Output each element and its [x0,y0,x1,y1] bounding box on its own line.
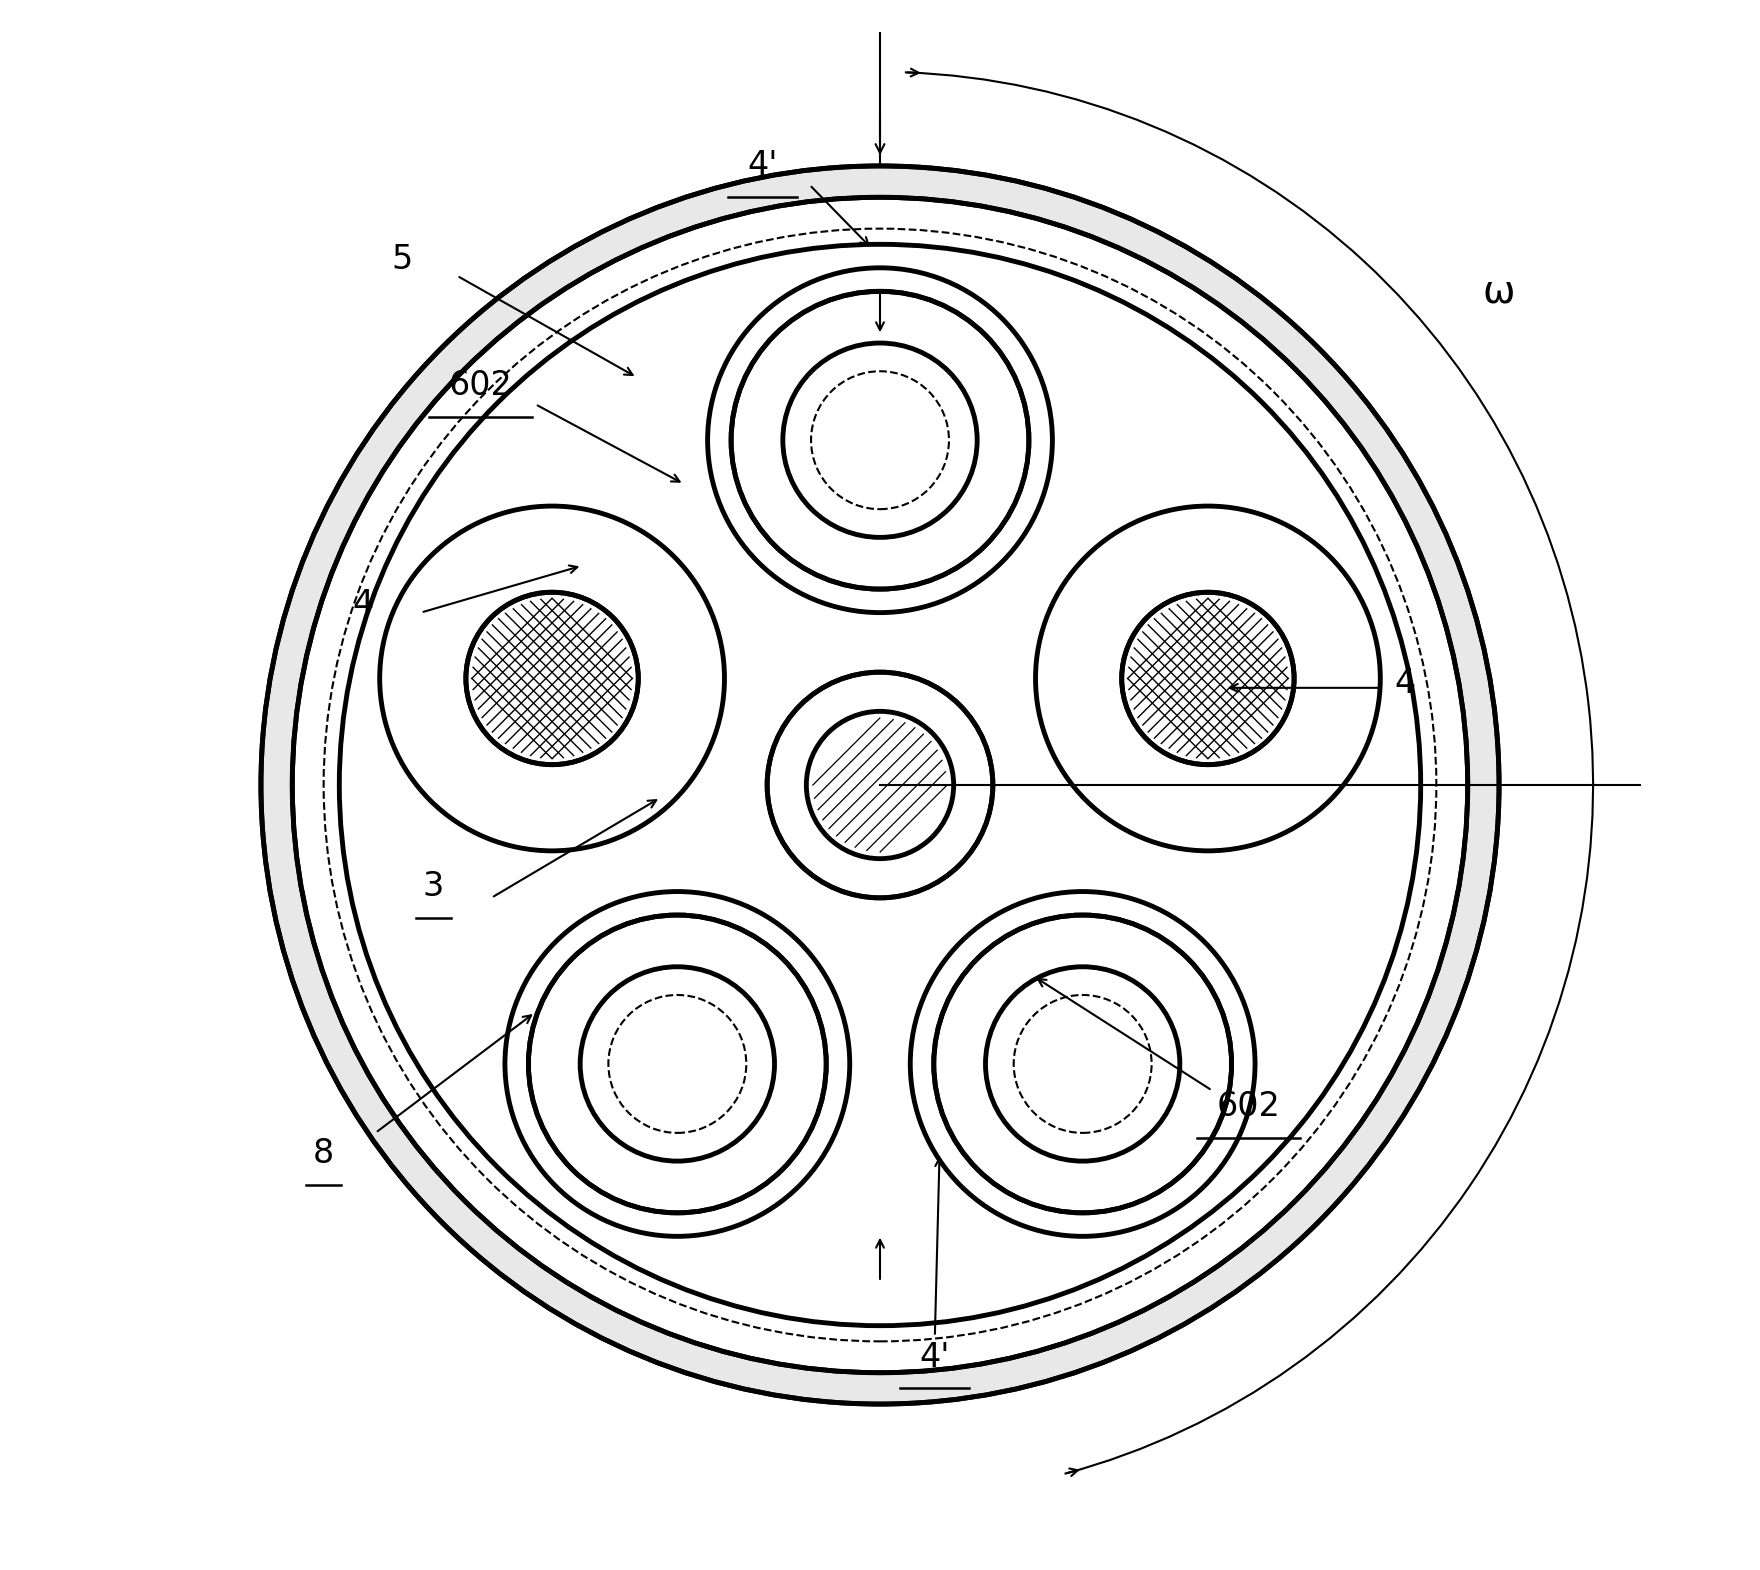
Text: 4': 4' [920,1341,950,1374]
Text: 4: 4 [352,589,373,622]
Text: ω: ω [1484,272,1515,311]
Circle shape [935,915,1232,1214]
Text: 5: 5 [391,243,412,276]
Text: 4': 4' [748,149,778,182]
Text: 602: 602 [449,369,512,402]
Circle shape [466,592,639,765]
Text: 4: 4 [1394,667,1415,700]
Circle shape [910,892,1255,1236]
Circle shape [1035,506,1380,851]
Circle shape [730,292,1030,589]
Circle shape [292,198,1468,1372]
Text: 8: 8 [313,1137,334,1170]
Circle shape [260,166,1500,1404]
Circle shape [528,915,825,1214]
Circle shape [708,268,1052,612]
Circle shape [767,672,993,898]
Circle shape [380,506,725,851]
Text: 602: 602 [1216,1090,1280,1123]
Circle shape [1121,592,1294,765]
Circle shape [340,245,1420,1325]
Circle shape [505,892,850,1236]
Text: 3: 3 [422,870,444,903]
